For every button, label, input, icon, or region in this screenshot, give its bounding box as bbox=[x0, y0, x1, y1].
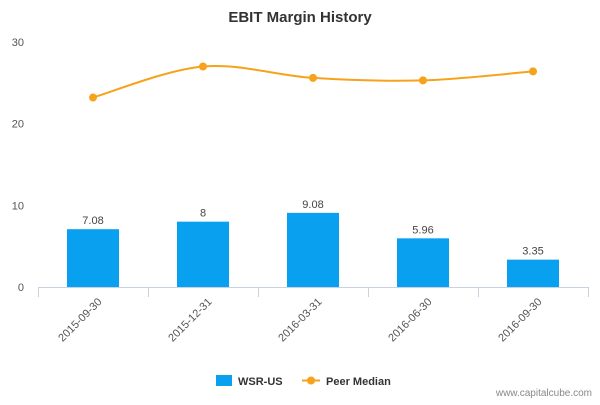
legend-swatch-peer-median-marker bbox=[307, 376, 315, 385]
legend-swatch-wsr-us bbox=[216, 375, 232, 386]
legend-label-wsr-us: WSR-US bbox=[238, 376, 283, 388]
bar-2016-06-30 bbox=[397, 238, 449, 287]
x-tick-label: 2015-09-30 bbox=[56, 296, 104, 344]
chart-title: EBIT Margin History bbox=[228, 9, 372, 26]
peer-median-point-2016-03-31 bbox=[309, 73, 317, 82]
peer-median-point-2015-12-31 bbox=[199, 62, 207, 71]
x-tick-label: 2016-06-30 bbox=[386, 296, 434, 344]
bar-data-label: 7.08 bbox=[82, 215, 103, 227]
bar-data-label: 5.96 bbox=[412, 224, 433, 236]
x-axis: 2015-09-30 2015-12-31 2016-03-31 2016-06-30… bbox=[38, 287, 589, 344]
x-tick-label: 2016-03-31 bbox=[276, 296, 324, 344]
footer-source: www.capitalcube.com bbox=[495, 388, 592, 399]
y-tick-label: 30 bbox=[12, 37, 24, 49]
y-tick-label: 10 bbox=[12, 200, 24, 212]
bar-2015-12-31 bbox=[177, 221, 229, 287]
bar-2016-09-30 bbox=[507, 259, 559, 287]
y-tick-label: 20 bbox=[12, 119, 24, 131]
bar-data-label: 8 bbox=[200, 208, 206, 220]
y-tick-label: 0 bbox=[18, 282, 24, 294]
x-tick-label: 2015-12-31 bbox=[166, 296, 214, 344]
peer-median-point-2015-09-30 bbox=[89, 93, 97, 102]
line-series-peer-median bbox=[89, 62, 537, 102]
bar-data-label: 3.35 bbox=[522, 246, 543, 258]
legend: WSR-US Peer Median bbox=[216, 375, 391, 388]
peer-median-point-2016-06-30 bbox=[419, 76, 427, 85]
bar-2015-09-30 bbox=[67, 229, 119, 287]
peer-median-point-2016-09-30 bbox=[529, 67, 537, 76]
legend-label-peer-median: Peer Median bbox=[326, 376, 391, 388]
bar-2016-03-31 bbox=[287, 212, 339, 287]
bar-data-label: 9.08 bbox=[302, 199, 323, 211]
x-tick-label: 2016-09-30 bbox=[496, 296, 544, 344]
bar-series-wsr-us: 7.08 8 9.08 5.96 3.35 bbox=[67, 199, 559, 287]
y-axis: 0 10 20 30 bbox=[12, 37, 24, 294]
